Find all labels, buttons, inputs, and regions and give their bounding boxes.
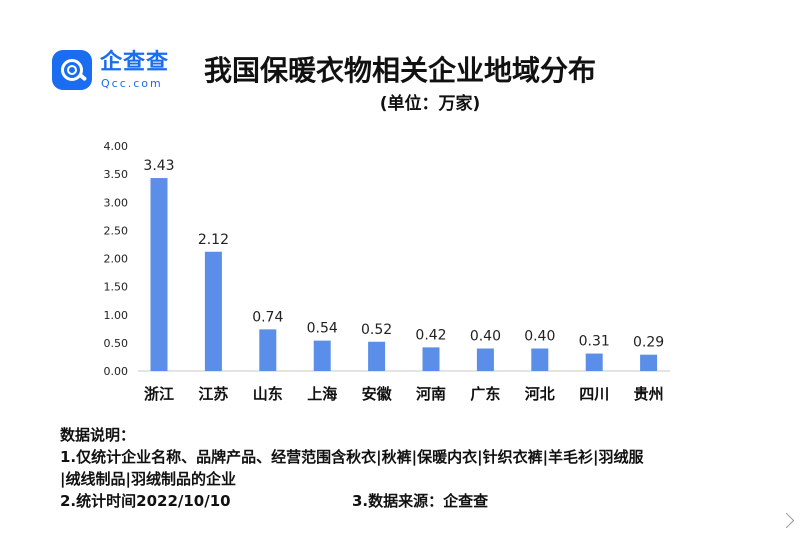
x-tick-label: 上海 [307, 385, 337, 403]
bar-value-label: 0.52 [361, 322, 392, 338]
notes-line-1: 1.仅统计企业名称、品牌产品、经营范围含秋衣|秋裤|保暖内衣|针织衣裤|羊毛衫|… [60, 448, 644, 466]
bar-value-label: 0.31 [579, 334, 610, 350]
bar-value-label: 0.74 [252, 309, 283, 325]
y-tick-label: 3.00 [104, 196, 129, 209]
bar [150, 178, 168, 371]
bar [313, 340, 331, 371]
x-tick-label: 广东 [470, 385, 500, 403]
brand-logo: 企查查 Qcc.com [52, 50, 212, 96]
brand-name: 企查查 [100, 50, 170, 75]
bar-value-label: 0.54 [307, 321, 338, 337]
bar [640, 354, 658, 371]
notes-line-2: |绒线制品|羽绒制品的企业 [60, 470, 236, 488]
bar-value-label: 3.43 [143, 158, 174, 174]
bar [476, 348, 494, 371]
bar [531, 348, 549, 371]
data-notes: 数据说明： 1.仅统计企业名称、品牌产品、经营范围含秋衣|秋裤|保暖内衣|针织衣… [60, 424, 780, 512]
x-tick-label: 河南 [416, 385, 446, 403]
bar-value-label: 0.40 [470, 329, 501, 345]
bar [585, 353, 603, 371]
y-tick-label: 2.50 [104, 224, 129, 237]
y-tick-label: 1.50 [104, 281, 129, 294]
bar-value-label: 2.12 [198, 232, 229, 248]
chart-unit-subtitle: (单位：万家) [379, 94, 481, 114]
x-tick-label: 河北 [525, 385, 555, 403]
x-tick-label: 浙江 [144, 385, 174, 403]
bar [422, 347, 440, 371]
y-tick-label: 0.00 [104, 365, 129, 378]
notes-line-3: 2.统计时间2022/10/10 [60, 492, 231, 510]
brand-domain: Qcc.com [101, 77, 163, 90]
y-tick-label: 0.50 [104, 337, 129, 350]
x-tick-label: 四川 [579, 385, 609, 403]
chart-title: 我国保暖衣物相关企业地域分布 [203, 54, 596, 87]
notes-heading: 数据说明： [60, 426, 136, 444]
y-tick-label: 2.00 [104, 253, 129, 266]
x-tick-label: 贵州 [634, 385, 664, 403]
bar [368, 341, 386, 371]
bar-value-label: 0.40 [524, 329, 555, 345]
notes-line-4: 3.数据来源：企查查 [352, 492, 489, 510]
bar [204, 251, 222, 371]
bar-value-label: 0.42 [415, 327, 446, 343]
y-tick-label: 1.00 [104, 309, 129, 322]
x-tick-label: 安徽 [362, 385, 393, 403]
bar [259, 329, 277, 371]
y-tick-label: 3.50 [104, 168, 129, 181]
x-tick-label: 江苏 [198, 385, 228, 403]
bar-value-label: 0.29 [633, 335, 664, 351]
y-tick-label: 4.00 [104, 140, 129, 153]
qcc-logo-icon [52, 50, 92, 90]
notes-row-3: 2.统计时间2022/10/10 3.数据来源：企查查 [60, 490, 780, 512]
x-tick-label: 山东 [253, 385, 283, 403]
